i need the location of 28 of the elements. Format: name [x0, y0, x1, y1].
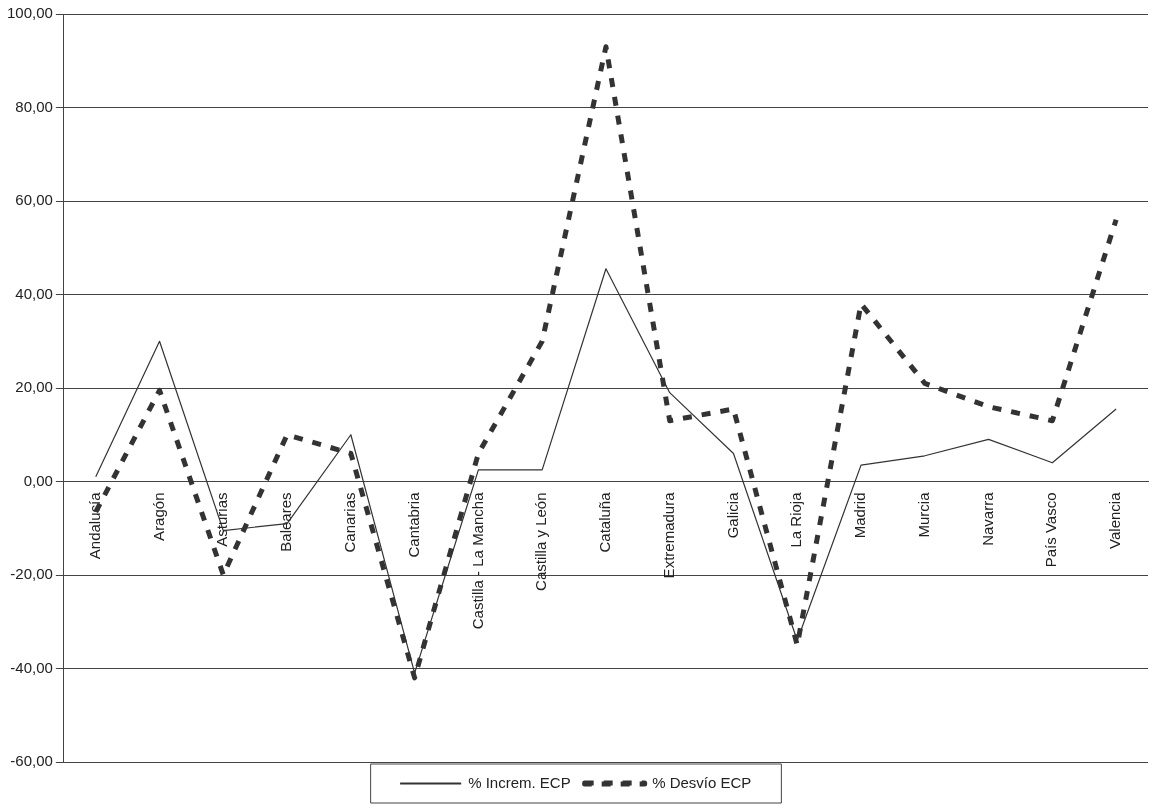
x-tick-label: Castilla y León — [532, 492, 550, 591]
x-tick-label: País Vasco — [1042, 492, 1060, 568]
x-tick-label: Cataluña — [596, 491, 614, 553]
x-tick-label: Castilla - La Mancha — [468, 491, 486, 630]
y-tick-label: -40,00 — [10, 658, 53, 676]
x-tick-label: Extremadura — [659, 491, 677, 579]
y-tick-label: 40,00 — [15, 284, 53, 302]
x-tick-label: Madrid — [851, 492, 869, 539]
y-tick-label: 60,00 — [15, 191, 53, 209]
x-tick-label: Cantabria — [404, 491, 422, 558]
y-tick-label: 100,00 — [6, 4, 53, 22]
x-tick-label: La Rioja — [787, 491, 805, 548]
x-tick-label: Aragón — [149, 492, 167, 541]
y-tick-label: 0,00 — [23, 471, 53, 489]
x-tick-label: Canarias — [340, 492, 358, 553]
legend-label: % Increm. ECP — [468, 773, 571, 791]
y-tick-label: 20,00 — [15, 378, 53, 396]
x-tick-label: Murcia — [914, 491, 932, 538]
y-tick-label: 80,00 — [15, 97, 53, 115]
y-tick-label: -20,00 — [10, 565, 53, 583]
y-tick-label: -60,00 — [10, 752, 53, 770]
x-tick-label: Asturias — [213, 492, 231, 547]
x-tick-label: Navarra — [978, 491, 996, 546]
legend-label: % Desvío ECP — [652, 773, 752, 791]
x-tick-label: Galicia — [723, 491, 741, 539]
x-tick-label: Andalucía — [85, 491, 103, 560]
x-tick-label: Baleares — [277, 492, 295, 552]
x-tick-label: Valencia — [1106, 491, 1124, 549]
